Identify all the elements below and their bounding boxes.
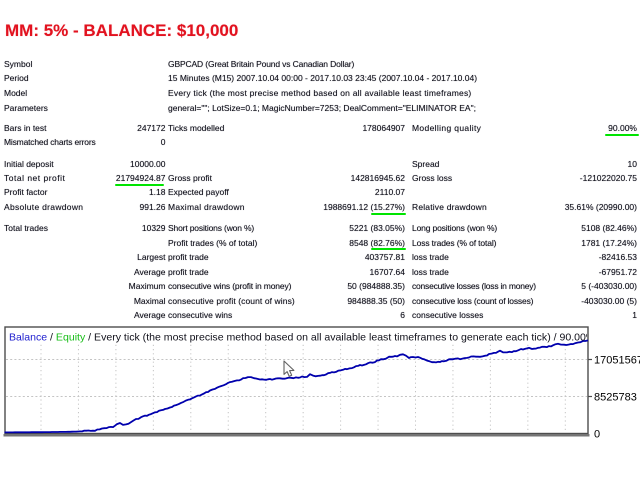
svg-text:8525783: 8525783 [594,392,637,404]
svg-text:0: 0 [594,429,600,441]
svg-text:Balance / Equity / Every tick: Balance / Equity / Every tick (the most … [9,332,595,344]
svg-text:17051567: 17051567 [594,355,640,367]
